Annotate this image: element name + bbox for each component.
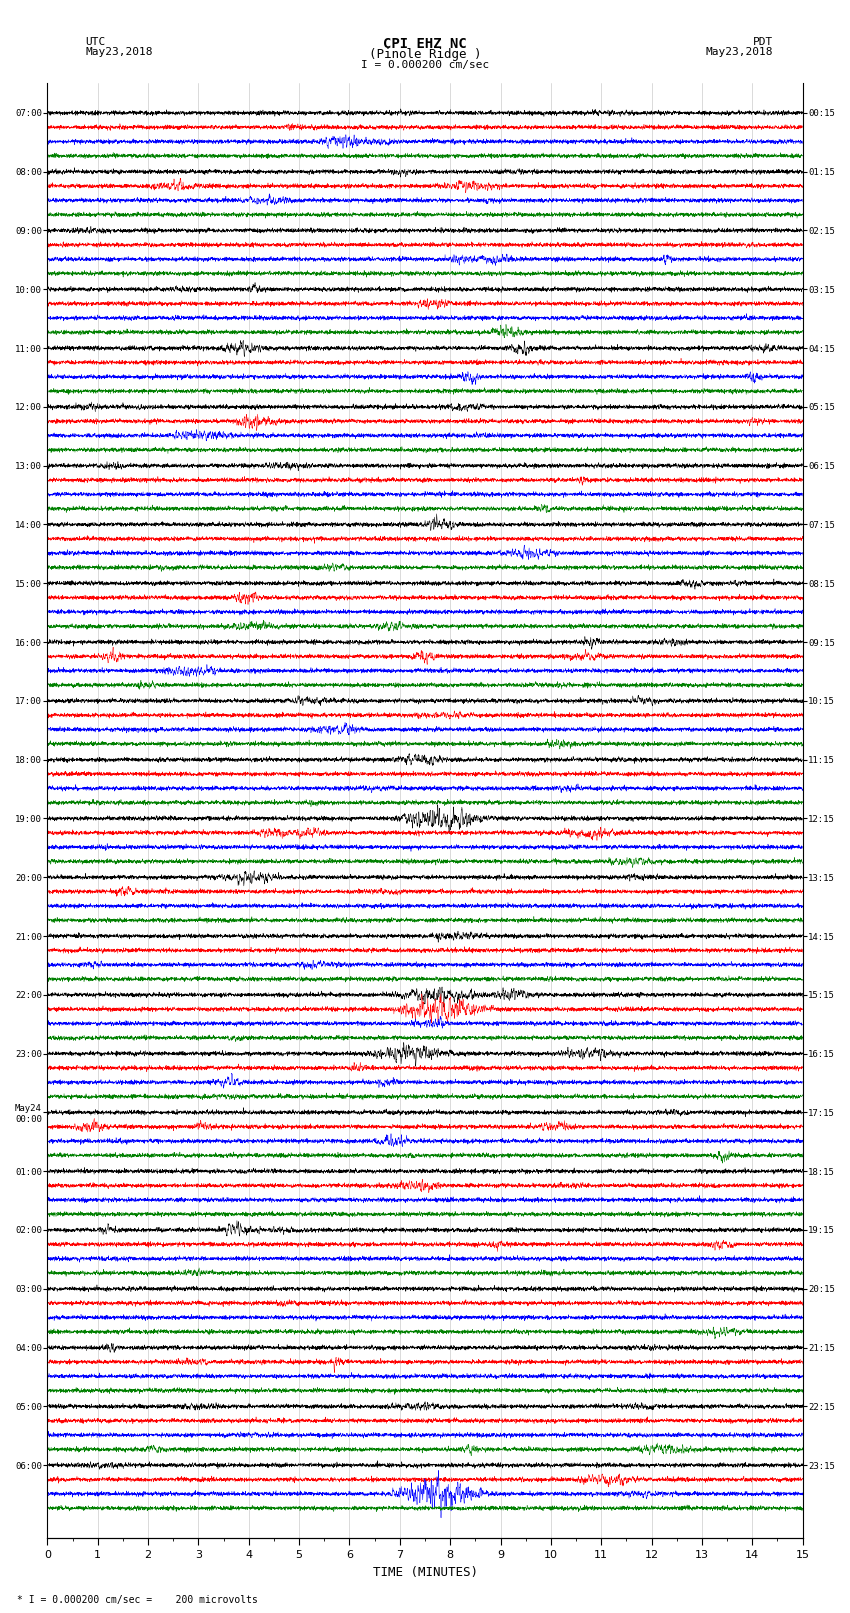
Text: * I = 0.000200 cm/sec =    200 microvolts: * I = 0.000200 cm/sec = 200 microvolts (17, 1595, 258, 1605)
Text: UTC: UTC (85, 37, 105, 47)
Text: May23,2018: May23,2018 (85, 47, 152, 56)
Text: PDT: PDT (753, 37, 774, 47)
Text: I = 0.000200 cm/sec: I = 0.000200 cm/sec (361, 60, 489, 69)
X-axis label: TIME (MINUTES): TIME (MINUTES) (372, 1566, 478, 1579)
Text: (Pinole Ridge ): (Pinole Ridge ) (369, 48, 481, 61)
Text: May23,2018: May23,2018 (706, 47, 774, 56)
Text: CPI EHZ NC: CPI EHZ NC (383, 37, 467, 52)
